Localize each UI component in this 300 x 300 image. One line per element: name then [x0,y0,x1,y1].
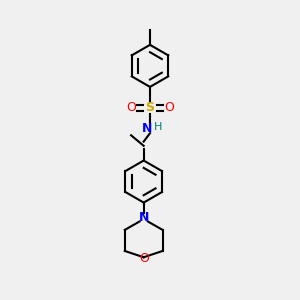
Text: S: S [146,101,154,114]
Text: O: O [126,101,136,114]
Text: N: N [139,211,149,224]
Text: N: N [142,122,152,136]
Text: O: O [164,101,174,114]
Text: H: H [154,122,163,132]
Text: O: O [139,252,148,265]
